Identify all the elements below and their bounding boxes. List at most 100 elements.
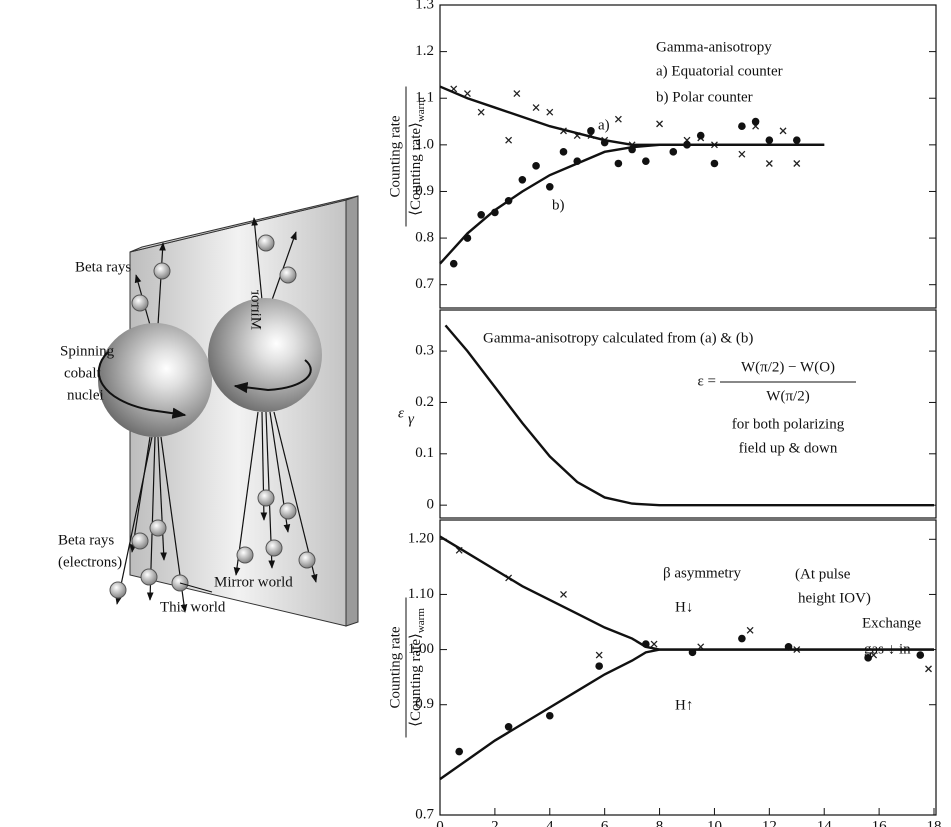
data-point [614, 159, 623, 168]
data-point [463, 90, 471, 98]
annotation: (At pulse [795, 566, 851, 582]
x-tick-label: 18 [927, 818, 942, 827]
illustration-label: Spinning [60, 343, 115, 359]
data-point [779, 127, 787, 135]
data-point [546, 108, 554, 116]
annotation: b) Polar counter [656, 89, 753, 105]
data-point [559, 148, 568, 156]
annotation: a) Equatorial counter [656, 63, 783, 79]
data-point [545, 183, 554, 191]
annotation: ε = [697, 373, 716, 389]
x-tick-label: 6 [601, 818, 609, 827]
mirror-label: Mirror [248, 290, 264, 330]
curve [439, 85, 825, 147]
y-tick-label: 0.9 [415, 696, 434, 712]
data-point [650, 640, 658, 648]
mirror-nucleus [208, 298, 322, 412]
mirror-illustration: Mirror [97, 195, 359, 627]
y-label-subscript: warm [415, 97, 427, 122]
plot-frame [439, 519, 937, 816]
y-label-text: ⟨Counting rate⟩ [408, 633, 424, 727]
y-tick-label: 0.2 [415, 394, 434, 410]
data-point [518, 176, 527, 184]
x-tick-label: 14 [817, 818, 833, 827]
y-axis-label: Counting rate [387, 626, 403, 708]
y-tick-label: 1.00 [408, 641, 434, 657]
data-point [738, 634, 746, 643]
data-point [925, 665, 932, 673]
y-tick-label: 1.10 [408, 586, 434, 602]
annotation: field up & down [739, 440, 838, 456]
annotation: H↑ [675, 697, 693, 713]
y-tick-label: 1.2 [415, 43, 434, 59]
illustration-label: Mirror world [214, 574, 293, 590]
y-label-subscript: warm [415, 608, 427, 633]
data-point [738, 122, 746, 130]
data-point [746, 626, 754, 634]
y-axis-label: ⟨Counting rate⟩warm [408, 608, 426, 727]
illustration-label: This world [160, 599, 226, 615]
y-label-text: ⟨Counting rate⟩ [408, 122, 424, 216]
x-tick-label: 4 [546, 818, 554, 827]
data-point [751, 117, 760, 126]
data-point [738, 150, 746, 158]
data-point [792, 136, 801, 144]
annotation: H↓ [675, 599, 693, 615]
y-axis-label: Counting rate [387, 115, 403, 197]
data-point [455, 747, 464, 756]
data-point [864, 654, 872, 662]
y-tick-label: 1.20 [408, 531, 434, 547]
data-point [710, 159, 719, 168]
plot-frame [439, 309, 937, 519]
data-point [504, 722, 513, 731]
annotation: height IOV) [798, 590, 871, 606]
mirror-side [345, 195, 359, 627]
annotation: Exchange [862, 615, 921, 631]
annotation: W(π/2) − W(O) [741, 359, 835, 375]
y-tick-label: 0.9 [415, 183, 434, 199]
data-point [916, 651, 925, 659]
cobalt-nucleus [98, 323, 212, 437]
curve-label: b) [552, 197, 565, 213]
curve [444, 324, 934, 507]
annotation: β asymmetry [663, 565, 742, 581]
annotation: Gamma-anisotropy [656, 39, 772, 55]
data-point [614, 115, 622, 123]
data-point [513, 90, 521, 98]
y-tick-label: 0.7 [415, 806, 434, 822]
x-tick-label: 8 [656, 818, 664, 827]
illustration-label: nuclei [67, 387, 104, 403]
curve [439, 648, 934, 781]
y-tick-label: 0.1 [415, 445, 434, 461]
data-point [449, 259, 458, 268]
data-point [642, 157, 650, 165]
y-tick-label: 1.0 [415, 136, 434, 152]
data-point [477, 210, 485, 219]
annotation: for both polarizing [732, 416, 845, 432]
y-tick-label: 1.3 [415, 0, 434, 12]
data-point [595, 662, 603, 670]
plot-frame [439, 4, 937, 309]
y-tick-label: 0.7 [415, 276, 434, 292]
data-point [532, 162, 540, 170]
y-tick-label: 1.1 [415, 90, 434, 106]
x-tick-label: 0 [436, 818, 444, 827]
data-point [505, 136, 513, 144]
y-tick-label: 0 [427, 497, 435, 513]
spin-arrow [97, 351, 187, 419]
x-tick-label: 2 [491, 818, 499, 827]
illustration-label: (electrons) [58, 554, 122, 570]
x-tick-label: 10 [707, 818, 722, 827]
y-tick-label: 0.8 [415, 230, 434, 246]
data-point [545, 711, 554, 720]
x-tick-label: 16 [872, 818, 888, 827]
spin-arrow [233, 359, 312, 394]
curve-label: a) [598, 117, 610, 133]
data-point [669, 148, 678, 156]
annotation: W(π/2) [766, 388, 809, 404]
data-point [587, 127, 595, 135]
y-axis-label: γ [408, 411, 415, 427]
data-point [560, 590, 567, 598]
data-point [696, 131, 705, 140]
illustration-label: cobalt [64, 365, 101, 381]
